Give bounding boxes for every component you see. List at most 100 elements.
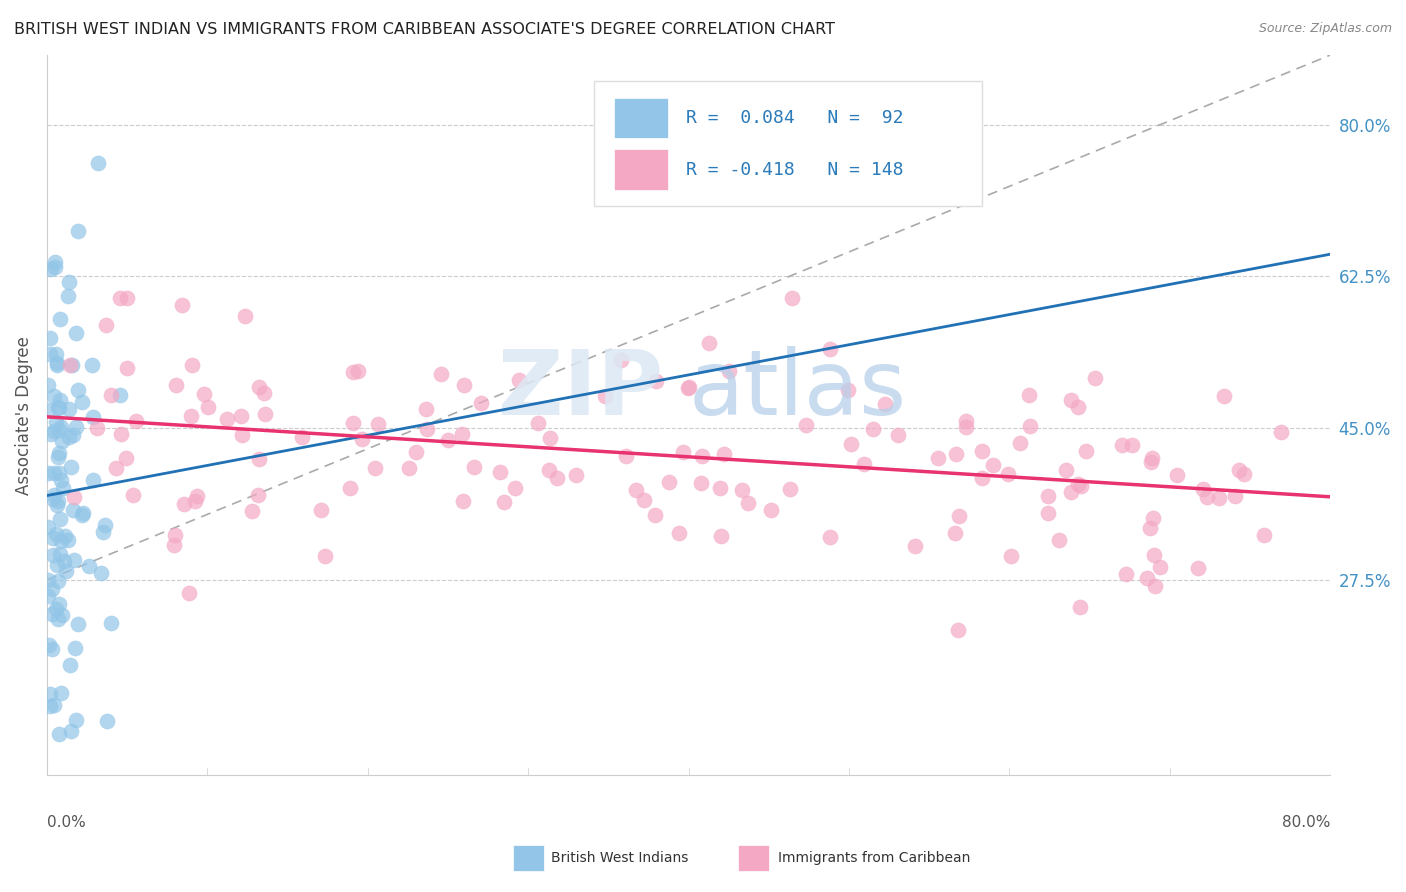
Point <box>668 525 690 540</box>
Point <box>759 502 782 516</box>
Point <box>62 502 84 516</box>
Point <box>927 451 949 466</box>
Point <box>367 417 389 431</box>
Point <box>173 497 195 511</box>
Point <box>46 359 69 373</box>
Point <box>65 419 87 434</box>
Point <box>100 388 122 402</box>
Bar <box>513 845 544 871</box>
Point <box>904 539 927 553</box>
Point <box>65 713 87 727</box>
Text: atlas: atlas <box>689 346 907 434</box>
Point <box>546 471 568 485</box>
Point <box>56 289 79 303</box>
Point <box>37 403 59 417</box>
Point <box>44 255 66 269</box>
Point <box>45 527 67 541</box>
Point <box>1166 468 1188 483</box>
Point <box>48 597 70 611</box>
Point <box>56 533 79 547</box>
Point <box>38 638 60 652</box>
Point <box>1121 438 1143 452</box>
Point <box>311 503 333 517</box>
Point <box>72 506 94 520</box>
Point <box>62 552 84 566</box>
Point <box>49 686 72 700</box>
Point <box>38 699 60 714</box>
Point <box>59 358 82 372</box>
Point <box>1149 560 1171 574</box>
FancyBboxPatch shape <box>593 81 983 206</box>
Point <box>165 377 187 392</box>
Point <box>839 437 862 451</box>
Point <box>184 494 207 508</box>
Point <box>526 416 548 430</box>
Point <box>121 488 143 502</box>
Point <box>96 714 118 729</box>
Point <box>44 260 66 274</box>
Point <box>1067 400 1090 414</box>
Point <box>853 457 876 471</box>
Point <box>37 520 59 534</box>
Point <box>42 424 65 438</box>
Point <box>970 443 993 458</box>
Point <box>1069 599 1091 614</box>
Point <box>943 526 966 541</box>
Point <box>342 417 364 431</box>
Text: 80.0%: 80.0% <box>1282 814 1330 830</box>
Point <box>1213 388 1236 402</box>
Point <box>981 458 1004 473</box>
Point <box>1111 437 1133 451</box>
Point <box>104 461 127 475</box>
Point <box>39 261 62 276</box>
Point <box>676 381 699 395</box>
Point <box>39 426 62 441</box>
Point <box>110 291 132 305</box>
Point <box>90 566 112 580</box>
Point <box>58 429 80 443</box>
Point <box>49 512 72 526</box>
Point <box>82 410 104 425</box>
Point <box>93 517 115 532</box>
Point <box>58 401 80 416</box>
Point <box>709 529 731 543</box>
Point <box>1253 527 1275 541</box>
Point <box>1139 455 1161 469</box>
Bar <box>614 150 668 190</box>
Point <box>1054 463 1077 477</box>
Text: Source: ZipAtlas.com: Source: ZipAtlas.com <box>1258 22 1392 36</box>
Point <box>247 488 270 502</box>
Point <box>94 318 117 332</box>
Point <box>82 473 104 487</box>
Point <box>470 396 492 410</box>
Point <box>342 365 364 379</box>
Point <box>37 589 59 603</box>
Point <box>217 412 239 426</box>
Point <box>63 640 86 655</box>
Point <box>163 528 186 542</box>
Point <box>887 427 910 442</box>
Point <box>87 156 110 170</box>
Point <box>91 524 114 539</box>
Point <box>737 496 759 510</box>
Point <box>77 558 100 573</box>
Point <box>945 447 967 461</box>
Point <box>1060 392 1083 407</box>
Point <box>67 384 90 398</box>
Point <box>972 470 994 484</box>
Text: ZIP: ZIP <box>498 346 662 434</box>
Point <box>350 432 373 446</box>
Point <box>672 444 695 458</box>
Point <box>42 548 65 562</box>
Point <box>948 509 970 524</box>
Point <box>1084 371 1107 385</box>
Point <box>1208 491 1230 506</box>
Point <box>1115 566 1137 581</box>
Bar <box>738 845 769 871</box>
Point <box>780 291 803 305</box>
Point <box>46 611 69 625</box>
Point <box>41 582 63 596</box>
Point <box>46 558 69 572</box>
Text: R =  0.084   N =  92: R = 0.084 N = 92 <box>686 109 904 127</box>
Point <box>820 530 842 544</box>
